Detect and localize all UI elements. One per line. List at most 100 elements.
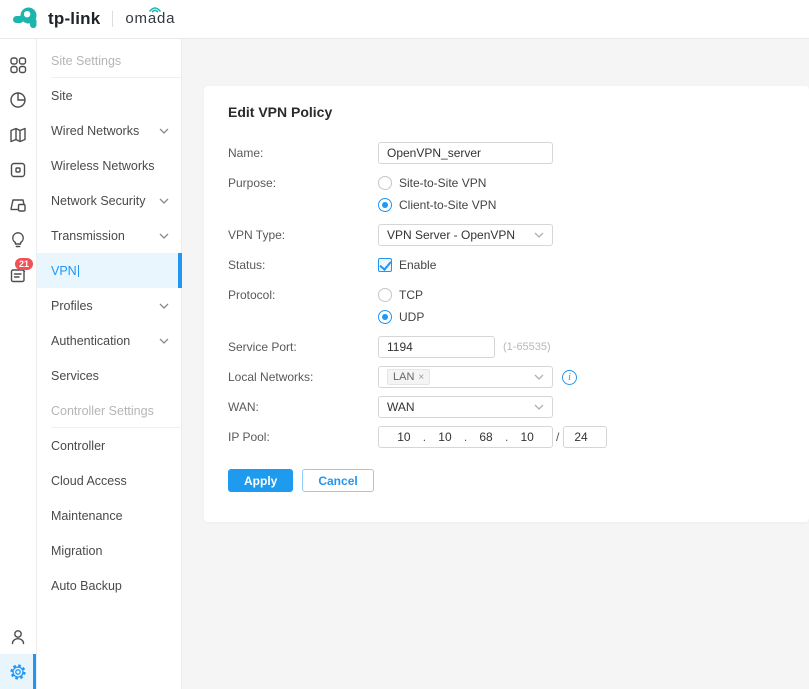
sidebar-item-label: Maintenance <box>51 508 123 523</box>
cidr-separator: / <box>556 430 560 444</box>
info-icon[interactable]: i <box>562 369 577 385</box>
sidebar-section-controller-settings: Controller Settings <box>37 393 181 428</box>
main-content-area: Edit VPN Policy Name: Purpose: Site-to-S… <box>182 39 809 689</box>
rail-item-settings[interactable] <box>0 654 36 689</box>
device-icon <box>8 160 28 180</box>
form-row-name: Name: <box>228 142 785 164</box>
radio-unchecked-icon <box>378 288 392 302</box>
form-row-ip-pool: IP Pool: 10 . 10 . 68 . 10 / <box>228 426 785 448</box>
ip-dot: . <box>422 430 427 444</box>
apply-button[interactable]: Apply <box>228 469 294 492</box>
chevron-down-icon <box>159 233 169 239</box>
ip-dot: . <box>463 430 468 444</box>
rail-item-account[interactable] <box>0 619 36 654</box>
ip-octet-4[interactable]: 10 <box>520 430 534 444</box>
omada-logo: omada <box>125 7 176 28</box>
chevron-down-icon <box>159 303 169 309</box>
sidebar-item-maintenance[interactable]: Maintenance <box>37 498 181 533</box>
form-row-purpose: Purpose: Site-to-Site VPN Client-to-Site… <box>228 172 785 216</box>
cancel-button[interactable]: Cancel <box>302 469 374 492</box>
radio-label: UDP <box>399 310 425 324</box>
sidebar-item-site[interactable]: Site <box>37 78 181 113</box>
sidebar-item-label: Services <box>51 368 99 383</box>
remove-tag-icon[interactable]: × <box>418 371 425 383</box>
sidebar-item-services[interactable]: Services <box>37 358 181 393</box>
sidebar-item-label: VPN <box>51 263 77 278</box>
chevron-down-icon <box>159 128 169 134</box>
vpn-type-label: VPN Type: <box>228 228 286 242</box>
chevron-down-icon <box>534 374 544 380</box>
sidebar-item-authentication[interactable]: Authentication <box>37 323 181 358</box>
section-label: Site Settings <box>51 53 122 68</box>
ip-pool-input[interactable]: 10 . 10 . 68 . 10 <box>378 426 553 448</box>
chevron-down-icon <box>534 404 544 410</box>
sidebar-item-wired-networks[interactable]: Wired Networks <box>37 113 181 148</box>
sidebar-item-label: Transmission <box>51 228 125 243</box>
sidebar-item-migration[interactable]: Migration <box>37 533 181 568</box>
sidebar-item-label: Network Security <box>51 193 146 208</box>
sidebar-item-label: Site <box>51 88 73 103</box>
purpose-label: Purpose: <box>228 176 277 190</box>
sidebar-item-controller[interactable]: Controller <box>37 428 181 463</box>
service-port-input[interactable] <box>378 336 495 358</box>
purpose-client-to-site-radio[interactable]: Client-to-Site VPN <box>378 194 496 216</box>
enable-checkbox[interactable] <box>378 258 392 272</box>
logo-divider <box>112 11 114 27</box>
rail-item-logs[interactable]: 21 <box>0 257 36 292</box>
rail-item-statistics[interactable] <box>0 82 36 117</box>
rail-item-devices[interactable] <box>0 152 36 187</box>
radio-label: Site-to-Site VPN <box>399 176 487 190</box>
prefix-length-input[interactable]: 24 <box>563 426 608 448</box>
lightbulb-icon <box>8 230 28 250</box>
purpose-site-to-site-radio[interactable]: Site-to-Site VPN <box>378 172 496 194</box>
ip-octet-2[interactable]: 10 <box>438 430 452 444</box>
pie-chart-icon <box>8 90 28 110</box>
form-actions: Apply Cancel <box>228 469 785 492</box>
name-input[interactable] <box>378 142 553 164</box>
sidebar-item-cloud-access[interactable]: Cloud Access <box>37 463 181 498</box>
brand-name: tp-link <box>48 9 101 28</box>
name-label: Name: <box>228 146 264 160</box>
page-title: Edit VPN Policy <box>228 104 333 120</box>
wan-label: WAN: <box>228 400 259 414</box>
ip-octet-3[interactable]: 68 <box>479 430 493 444</box>
protocol-tcp-radio[interactable]: TCP <box>378 284 424 306</box>
lan-tag: LAN × <box>387 369 431 385</box>
ip-dot: . <box>504 430 509 444</box>
sidebar-item-wireless-networks[interactable]: Wireless Networks <box>37 148 181 183</box>
ip-octet-1[interactable]: 10 <box>397 430 411 444</box>
sidebar-item-label: Cloud Access <box>51 473 127 488</box>
form-row-local-networks: Local Networks: LAN × i <box>228 366 785 388</box>
edit-vpn-policy-card: Edit VPN Policy Name: Purpose: Site-to-S… <box>204 86 809 522</box>
status-label: Status: <box>228 258 266 272</box>
radio-unchecked-icon <box>378 176 392 190</box>
rail-item-insight[interactable] <box>0 222 36 257</box>
tp-link-logo-icon <box>12 6 40 32</box>
rail-item-map[interactable] <box>0 117 36 152</box>
chevron-down-icon <box>159 198 169 204</box>
chevron-down-icon <box>159 338 169 344</box>
rail-item-clients[interactable] <box>0 187 36 222</box>
protocol-udp-radio[interactable]: UDP <box>378 306 424 328</box>
sidebar-item-profiles[interactable]: Profiles <box>37 288 181 323</box>
account-icon <box>8 627 28 647</box>
sidebar-item-label: Controller <box>51 438 106 453</box>
top-header-bar: tp-link omada <box>0 0 809 39</box>
local-networks-label: Local Networks: <box>228 370 314 384</box>
radio-checked-icon <box>378 310 392 324</box>
settings-sidebar: Site Settings Site Wired Networks Wirele… <box>37 39 182 689</box>
section-label: Controller Settings <box>51 403 154 418</box>
sidebar-item-label: Auto Backup <box>51 578 122 593</box>
product-name: omada <box>125 10 176 27</box>
rail-item-dashboard[interactable] <box>0 47 36 82</box>
enable-checkbox-label: Enable <box>399 258 437 272</box>
sidebar-item-network-security[interactable]: Network Security <box>37 183 181 218</box>
wan-select[interactable]: WAN <box>378 396 553 418</box>
vpn-type-select[interactable]: VPN Server - OpenVPN <box>378 224 553 246</box>
sidebar-item-transmission[interactable]: Transmission <box>37 218 181 253</box>
sidebar-item-vpn[interactable]: VPN <box>37 253 182 288</box>
lan-tag-label: LAN <box>393 371 415 383</box>
local-networks-select[interactable]: LAN × <box>378 366 553 388</box>
sidebar-item-auto-backup[interactable]: Auto Backup <box>37 568 181 603</box>
